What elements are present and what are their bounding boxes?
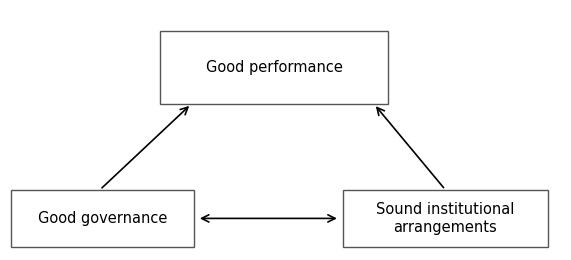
Text: Sound institutional
arrangements: Sound institutional arrangements	[376, 202, 514, 235]
Bar	[11, 190, 194, 247]
Bar	[343, 190, 548, 247]
FancyArrowPatch shape	[377, 108, 444, 188]
Text: Good governance: Good governance	[38, 211, 167, 226]
FancyArrowPatch shape	[102, 107, 188, 188]
Text: Good performance: Good performance	[206, 60, 343, 75]
Bar	[160, 31, 388, 104]
FancyArrowPatch shape	[202, 215, 335, 222]
